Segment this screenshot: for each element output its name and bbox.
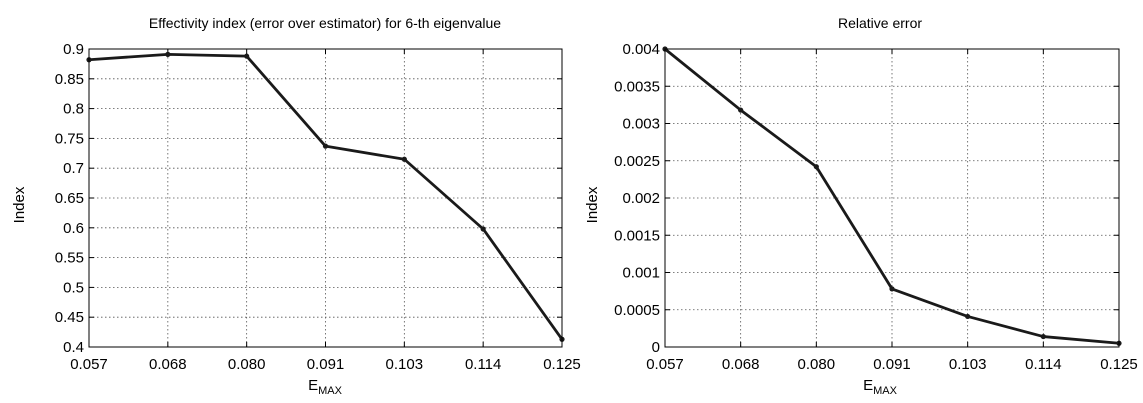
y-tick-label: 0.75 xyxy=(55,130,84,147)
x-tick-label: 0.057 xyxy=(646,356,684,373)
x-axis-label-main: E xyxy=(308,377,318,394)
y-tick-label: 0.8 xyxy=(63,101,84,118)
y-tick-label: 0.9 xyxy=(63,41,84,58)
y-tick-label: 0.6 xyxy=(63,220,84,237)
data-point xyxy=(813,164,819,170)
y-tick-label: 0.55 xyxy=(55,250,84,267)
y-tick-label: 0.0025 xyxy=(614,153,660,170)
plot-frame xyxy=(88,48,563,348)
y-tick-label: 0.002 xyxy=(622,190,660,207)
x-tick-label: 0.103 xyxy=(949,356,987,373)
y-tick-label: 0.85 xyxy=(55,71,84,88)
y-tick-label: 0.5 xyxy=(63,279,84,296)
data-point xyxy=(165,51,171,57)
x-tick-label: 0.080 xyxy=(798,356,836,373)
plot-frame xyxy=(664,48,1120,348)
x-tick-label: 0.068 xyxy=(149,356,187,373)
data-point xyxy=(965,313,971,320)
y-tick-label: 0.0035 xyxy=(614,78,660,95)
y-axis-label: Index xyxy=(11,186,28,223)
y-tick-label: 0.4 xyxy=(63,339,84,356)
grid xyxy=(664,48,1120,348)
data-point xyxy=(738,107,744,113)
data-point xyxy=(889,286,895,292)
x-axis-label: EMAX xyxy=(308,377,343,397)
y-tick-label: 0.0005 xyxy=(614,302,660,319)
y-tick-label: 0.003 xyxy=(622,116,660,133)
y-tick-label: 0.65 xyxy=(55,190,84,207)
x-tick-label: 0.125 xyxy=(543,356,581,373)
y-tick-label: 0.001 xyxy=(622,265,660,282)
x-axis-label-sub: MAX xyxy=(873,385,898,397)
chart-title: Relative error xyxy=(838,15,922,31)
y-tick-label: 0 xyxy=(652,339,660,356)
y-axis-label: Index xyxy=(584,186,601,223)
series-line xyxy=(86,51,565,342)
x-tick-labels: 0.057 0.068 0.080 0.091 0.103 0.114 0.125 xyxy=(70,356,581,373)
x-tick-label: 0.125 xyxy=(1100,356,1138,373)
data-point xyxy=(244,53,250,59)
x-tick-label: 0.091 xyxy=(307,356,345,373)
chart-title: Effectivity index (error over estimator)… xyxy=(149,15,501,31)
series-line xyxy=(662,46,1122,346)
x-tick-label: 0.103 xyxy=(386,356,424,373)
chart-effectivity-index: Effectivity index (error over estimator)… xyxy=(11,15,581,397)
data-point xyxy=(401,156,407,162)
y-tick-labels: 0.004 0.0035 0.003 0.0025 0.002 0.0015 0.001 0.… xyxy=(614,41,660,356)
y-tick-label: 0.004 xyxy=(622,41,660,58)
x-tick-labels: 0.057 0.068 0.080 0.091 0.103 0.114 0.125 xyxy=(646,356,1138,373)
x-axis-label-sub: MAX xyxy=(318,385,343,397)
x-tick-label: 0.068 xyxy=(722,356,760,373)
x-axis-label: EMAX xyxy=(863,377,898,397)
y-tick-label: 0.45 xyxy=(55,309,84,326)
grid xyxy=(88,48,563,348)
x-tick-label: 0.114 xyxy=(465,356,501,373)
data-point xyxy=(1040,333,1046,340)
data-point xyxy=(480,226,486,232)
y-tick-label: 0.7 xyxy=(63,160,84,177)
data-point xyxy=(322,143,329,149)
x-axis-label-main: E xyxy=(863,377,873,394)
x-tick-label: 0.091 xyxy=(873,356,911,373)
y-tick-labels: 0.9 0.85 0.8 0.75 0.7 0.65 0.6 0.55 0.5 0.45 0.4 xyxy=(55,41,84,356)
y-tick-label: 0.0015 xyxy=(614,227,660,244)
x-tick-label: 0.114 xyxy=(1025,356,1061,373)
x-tick-label: 0.057 xyxy=(70,356,108,373)
x-tick-label: 0.080 xyxy=(228,356,266,373)
chart-relative-error: Relative error Index 0.0040.00350.0030.0… xyxy=(584,15,1138,397)
